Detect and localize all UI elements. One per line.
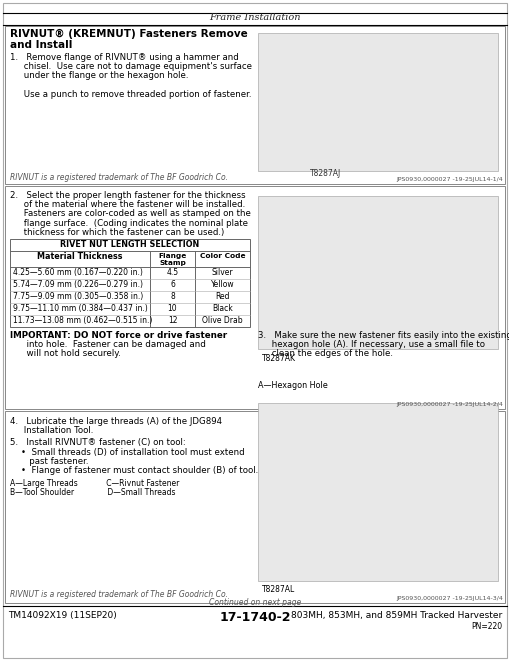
Text: 1.   Remove flange of RIVNUT® using a hammer and: 1. Remove flange of RIVNUT® using a hamm… bbox=[10, 53, 238, 62]
Bar bbox=[10, 239, 249, 327]
Text: 9.75—11.10 mm (0.384—0.437 in.): 9.75—11.10 mm (0.384—0.437 in.) bbox=[13, 304, 148, 313]
Text: PN=220: PN=220 bbox=[470, 622, 501, 631]
Text: •  Flange of fastener must contact shoulder (B) of tool.: • Flange of fastener must contact should… bbox=[10, 466, 258, 475]
Text: thickness for which the fastener can be used.): thickness for which the fastener can be … bbox=[10, 228, 224, 237]
Text: Red: Red bbox=[215, 292, 229, 301]
Text: will not hold securely.: will not hold securely. bbox=[10, 350, 121, 358]
Text: A—Hexagon Hole: A—Hexagon Hole bbox=[258, 381, 327, 390]
Text: RIVNUT is a registered trademark of The BF Goodrich Co.: RIVNUT is a registered trademark of The … bbox=[10, 590, 228, 599]
Text: under the flange or the hexagon hole.: under the flange or the hexagon hole. bbox=[10, 71, 188, 81]
Text: Continued on next page: Continued on next page bbox=[209, 598, 300, 607]
Text: flange surface.  (Coding indicates the nominal plate: flange surface. (Coding indicates the no… bbox=[10, 219, 247, 227]
Text: T8287AL: T8287AL bbox=[262, 585, 295, 594]
Text: 17-1740-2: 17-1740-2 bbox=[219, 611, 290, 624]
Text: 12: 12 bbox=[167, 316, 177, 325]
Text: Use a punch to remove threaded portion of fastener.: Use a punch to remove threaded portion o… bbox=[10, 90, 251, 98]
Text: 2.   Select the proper length fastener for the thickness: 2. Select the proper length fastener for… bbox=[10, 191, 245, 200]
Text: IMPORTANT: DO NOT force or drive fastener: IMPORTANT: DO NOT force or drive fastene… bbox=[10, 331, 227, 340]
Text: B—Tool Shoulder              D—Small Threads: B—Tool Shoulder D—Small Threads bbox=[10, 488, 175, 497]
Text: of the material where the fastener will be installed.: of the material where the fastener will … bbox=[10, 200, 245, 209]
Bar bbox=[258, 33, 497, 171]
Text: Silver: Silver bbox=[211, 268, 233, 277]
Text: JPS0930,0000027 -19-25JUL14-3/4: JPS0930,0000027 -19-25JUL14-3/4 bbox=[395, 596, 502, 601]
Text: 11.73—13.08 mm (0.462—0.515 in.): 11.73—13.08 mm (0.462—0.515 in.) bbox=[13, 316, 152, 325]
Text: RIVNUT is a registered trademark of The BF Goodrich Co.: RIVNUT is a registered trademark of The … bbox=[10, 173, 228, 182]
Text: 4.25—5.60 mm (0.167—0.220 in.): 4.25—5.60 mm (0.167—0.220 in.) bbox=[13, 268, 143, 277]
Text: •  Small threads (D) of installation tool must extend: • Small threads (D) of installation tool… bbox=[10, 447, 244, 457]
Text: past fastener.: past fastener. bbox=[10, 457, 89, 466]
Text: chisel.  Use care not to damage equipment's surface: chisel. Use care not to damage equipment… bbox=[10, 62, 251, 71]
Bar bbox=[5, 411, 504, 603]
Text: Olive Drab: Olive Drab bbox=[202, 316, 242, 325]
Text: A—Large Threads            C—Rivnut Fastener: A—Large Threads C—Rivnut Fastener bbox=[10, 479, 179, 488]
Text: RIVNUT® (KREMNUT) Fasteners Remove: RIVNUT® (KREMNUT) Fasteners Remove bbox=[10, 29, 247, 39]
Text: JPS0930,0000027 -19-25JUL14-2/4: JPS0930,0000027 -19-25JUL14-2/4 bbox=[395, 402, 502, 407]
Bar bbox=[258, 196, 497, 349]
Text: 4.   Lubricate the large threads (A) of the JDG894: 4. Lubricate the large threads (A) of th… bbox=[10, 417, 222, 426]
Text: 5.74—7.09 mm (0.226—0.279 in.): 5.74—7.09 mm (0.226—0.279 in.) bbox=[13, 280, 143, 289]
Text: 5.   Install RIVNUT® fastener (C) on tool:: 5. Install RIVNUT® fastener (C) on tool: bbox=[10, 438, 185, 447]
Text: Color Code: Color Code bbox=[200, 253, 245, 259]
Text: 10: 10 bbox=[167, 304, 177, 313]
Text: RIVET NUT LENGTH SELECTION: RIVET NUT LENGTH SELECTION bbox=[60, 240, 199, 249]
Text: Yellow: Yellow bbox=[210, 280, 234, 289]
Text: 803MH, 853MH, and 859MH Tracked Harvester: 803MH, 853MH, and 859MH Tracked Harveste… bbox=[290, 611, 501, 620]
Bar bbox=[5, 186, 504, 409]
Text: and Install: and Install bbox=[10, 40, 72, 50]
Text: 6: 6 bbox=[169, 280, 175, 289]
Text: T8287AK: T8287AK bbox=[262, 354, 295, 363]
Text: 3.   Make sure the new fastener fits easily into the existing: 3. Make sure the new fastener fits easil… bbox=[258, 331, 509, 340]
Text: 7.75—9.09 mm (0.305—0.358 in.): 7.75—9.09 mm (0.305—0.358 in.) bbox=[13, 292, 143, 301]
Bar bbox=[5, 26, 504, 184]
Text: Black: Black bbox=[212, 304, 233, 313]
Text: JPS0930,0000027 -19-25JUL14-1/4: JPS0930,0000027 -19-25JUL14-1/4 bbox=[395, 177, 502, 182]
Text: Frame Installation: Frame Installation bbox=[209, 13, 300, 22]
Text: Fasteners are color-coded as well as stamped on the: Fasteners are color-coded as well as sta… bbox=[10, 210, 250, 218]
Text: into hole.  Fastener can be damaged and: into hole. Fastener can be damaged and bbox=[10, 340, 206, 349]
Text: Installation Tool.: Installation Tool. bbox=[10, 426, 93, 435]
Text: Material Thickness: Material Thickness bbox=[37, 252, 123, 261]
Bar bbox=[258, 403, 497, 581]
Text: T8287AJ: T8287AJ bbox=[309, 169, 341, 178]
Text: hexagon hole (A). If necessary, use a small file to: hexagon hole (A). If necessary, use a sm… bbox=[258, 340, 484, 349]
Text: 8: 8 bbox=[170, 292, 175, 301]
Text: 4.5: 4.5 bbox=[166, 268, 178, 277]
Text: Flange
Stamp: Flange Stamp bbox=[158, 253, 186, 266]
Text: TM14092X19 (11SEP20): TM14092X19 (11SEP20) bbox=[8, 611, 117, 620]
Text: clean the edges of the hole.: clean the edges of the hole. bbox=[258, 350, 392, 358]
